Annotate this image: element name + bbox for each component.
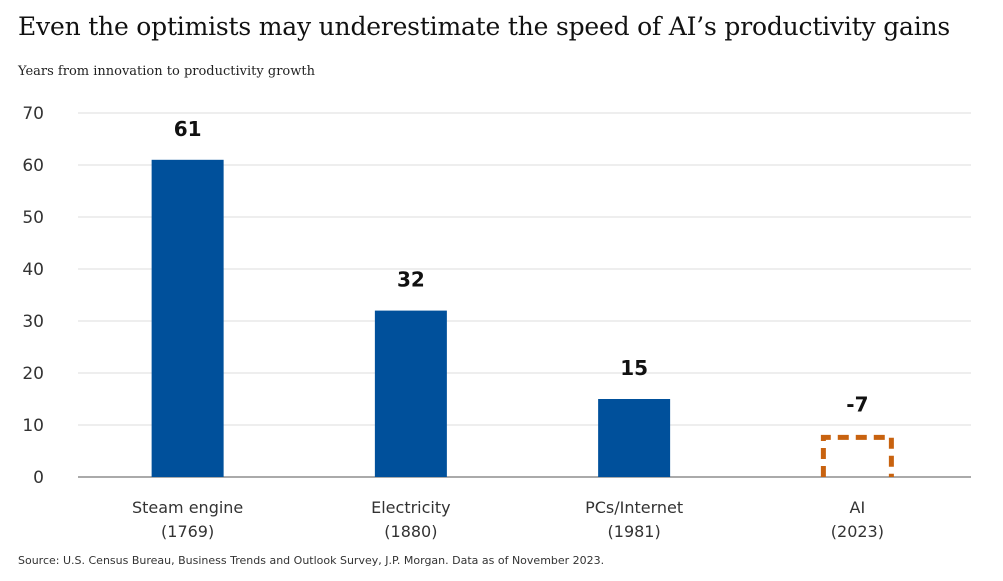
chart-subtitle: Years from innovation to productivity gr…	[18, 64, 315, 79]
source-note: Source: U.S. Census Bureau, Business Tre…	[18, 554, 605, 567]
data-label: 15	[620, 356, 648, 380]
x-tick-year: (1880)	[384, 522, 437, 541]
y-tick-label: 40	[22, 260, 44, 280]
x-tick-year: (1769)	[161, 522, 214, 541]
y-tick-label: 0	[33, 468, 44, 488]
data-label: 61	[174, 117, 202, 141]
x-tick-year: (2023)	[831, 522, 884, 541]
y-tick-label: 20	[22, 364, 44, 384]
chart-title: Even the optimists may underestimate the…	[18, 12, 951, 41]
data-label: -7	[846, 392, 868, 416]
bar	[151, 159, 224, 478]
x-tick-year: (1981)	[608, 522, 661, 541]
bar	[374, 310, 447, 477]
x-tick-label: AI	[850, 498, 866, 517]
bar	[598, 399, 671, 477]
x-tick-label: Electricity	[371, 498, 450, 517]
y-tick-label: 10	[22, 416, 44, 436]
y-tick-label: 30	[22, 312, 44, 332]
y-tick-label: 70	[22, 104, 44, 124]
x-tick-label: Steam engine	[132, 498, 243, 517]
data-label: 32	[397, 268, 425, 292]
y-tick-label: 50	[22, 208, 44, 228]
x-tick-label: PCs/Internet	[585, 498, 683, 517]
y-tick-label: 60	[22, 156, 44, 176]
bar-projected	[820, 434, 894, 477]
